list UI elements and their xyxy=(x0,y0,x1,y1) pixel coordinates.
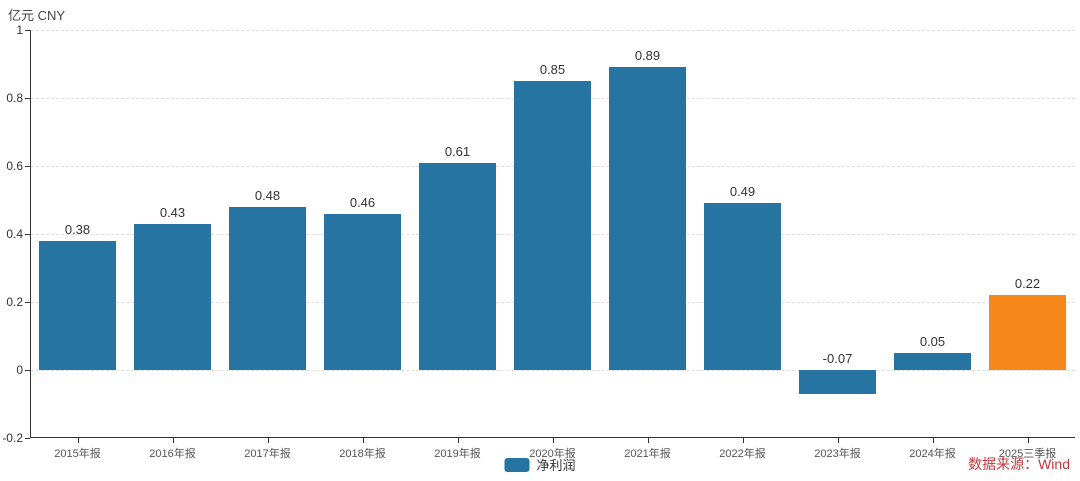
plot-area: 0.38 2015年报 0.43 2016年报 0.48 2017年报 0.46 2018年报… xyxy=(2,23,1075,460)
x-axis-label: 2018年报 xyxy=(339,448,386,460)
x-axis-line xyxy=(30,437,1075,438)
bar-value-label: 0.85 xyxy=(539,62,566,77)
bar[interactable] xyxy=(39,240,116,370)
x-axis-tick xyxy=(552,438,554,443)
y-axis-tick xyxy=(25,98,30,99)
y-axis-tick-label: 0 xyxy=(16,363,23,377)
y-axis-unit-label: 亿元 CNY xyxy=(8,8,66,23)
x-axis-label: 2016年报 xyxy=(149,448,196,460)
x-axis-label: 2015年报 xyxy=(54,448,101,460)
bar-slot: 0.61 2019年报 xyxy=(410,30,505,460)
x-axis-label: 2023年报 xyxy=(814,448,861,460)
y-axis-tick-label: 0.6 xyxy=(6,159,23,173)
y-axis-tick-label: 0.2 xyxy=(6,295,23,309)
bar[interactable] xyxy=(894,353,971,370)
x-axis-tick xyxy=(837,438,839,443)
bar-slot: 0.43 2016年报 xyxy=(125,30,220,460)
bar-value-label: 0.89 xyxy=(634,48,661,64)
bar-value-label: 0.46 xyxy=(349,194,376,210)
x-axis-label: 2017年报 xyxy=(244,448,291,460)
y-axis-tick xyxy=(25,234,30,235)
bar[interactable] xyxy=(989,295,1066,370)
x-axis-label: 2021年报 xyxy=(624,448,671,460)
x-axis-tick xyxy=(932,438,934,443)
bar-slots: 0.38 2015年报 0.43 2016年报 0.48 2017年报 0.46 2018年报… xyxy=(30,30,1075,460)
x-axis-tick xyxy=(77,438,79,443)
y-axis-tick-label: 0.8 xyxy=(6,91,23,105)
bar-slot: 0.22 2025三季报 xyxy=(980,30,1075,460)
bar-slot: 0.48 2017年报 xyxy=(220,30,315,460)
bar-slot: 0.46 2018年报 xyxy=(315,30,410,460)
x-axis-tick xyxy=(172,438,174,443)
bar[interactable] xyxy=(799,370,876,394)
bar-slot: 0.85 2020年报 xyxy=(505,30,600,460)
gridline xyxy=(31,30,1075,31)
bar-value-label: -0.07 xyxy=(822,351,853,366)
x-axis-label: 2022年报 xyxy=(719,448,766,460)
bar[interactable] xyxy=(324,213,401,370)
data-source-label: 数据来源：Wind xyxy=(968,456,1070,472)
x-axis-label: 2024年报 xyxy=(909,448,956,460)
x-axis-label: 2019年报 xyxy=(434,448,481,460)
y-axis-tick-label: 1 xyxy=(16,23,23,37)
y-axis-tick xyxy=(25,30,30,31)
bar[interactable] xyxy=(134,223,211,370)
legend-swatch xyxy=(504,457,530,472)
bar-slot: -0.07 2023年报 xyxy=(790,30,885,460)
x-axis-label: 2025三季报 xyxy=(998,448,1057,460)
bar[interactable] xyxy=(229,206,306,370)
x-axis-tick xyxy=(457,438,459,443)
bar-value-label: 0.61 xyxy=(444,143,471,159)
y-axis-line xyxy=(30,30,31,438)
x-axis-tick xyxy=(267,438,269,443)
bar-value-label: 0.38 xyxy=(64,221,91,237)
bar-value-label: 0.43 xyxy=(159,204,186,220)
y-axis-tick-label: 0.4 xyxy=(6,227,23,241)
y-axis-tick-label: -0.2 xyxy=(2,431,23,445)
y-axis-tick xyxy=(25,370,30,371)
legend-label: 净利润 xyxy=(536,458,576,473)
bar-slot: 0.49 2022年报 xyxy=(695,30,790,460)
x-axis-label: 2020年报 xyxy=(529,448,576,460)
bar-value-label: 0.05 xyxy=(919,334,946,349)
bar[interactable] xyxy=(609,67,686,370)
bar-slot: 0.89 2021年报 xyxy=(600,30,695,460)
y-axis-tick xyxy=(25,302,30,303)
bar[interactable] xyxy=(514,81,591,370)
bar-value-label: 0.22 xyxy=(1014,276,1041,292)
bar[interactable] xyxy=(419,162,496,370)
bar-value-label: 0.49 xyxy=(729,184,756,200)
x-axis-tick xyxy=(362,438,364,443)
x-axis-tick xyxy=(647,438,649,443)
bar-slot: 0.05 2024年报 xyxy=(885,30,980,460)
legend-item-net-profit[interactable]: 净利润 xyxy=(504,455,576,474)
gridline xyxy=(31,370,1075,371)
x-axis-tick xyxy=(1027,438,1029,443)
y-axis-tick xyxy=(25,438,30,439)
bar-slot: 0.38 2015年报 xyxy=(30,30,125,460)
x-axis-tick xyxy=(742,438,744,443)
y-axis-tick xyxy=(25,166,30,167)
bar-value-label: 0.48 xyxy=(254,187,281,203)
bar[interactable] xyxy=(704,203,781,370)
